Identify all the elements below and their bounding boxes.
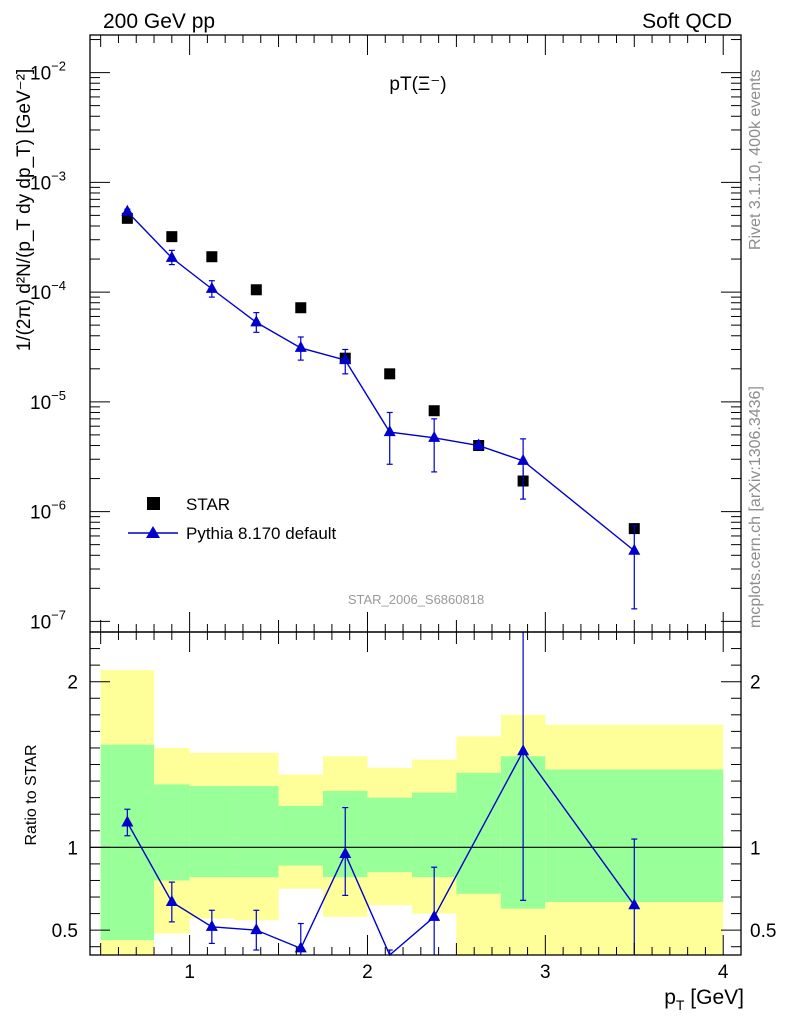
ratio-x-tick-label: 3 (540, 962, 551, 983)
pythia-point (205, 281, 218, 293)
ratio-point (428, 909, 441, 921)
ratio-point (250, 923, 263, 935)
ratio-line (126, 749, 635, 957)
ratio-frame (89, 631, 742, 956)
main-y-tick-label: 10−6 (30, 498, 66, 524)
main-y-axis-label: 1/(2π) d²N/(p_T dy dp_T) [GeV⁻²] (14, 69, 35, 352)
pythia-point (165, 250, 178, 262)
pythia-point (339, 353, 352, 365)
legend-star-label: STAR (186, 495, 230, 514)
ratio-x-tick-label: 2 (362, 962, 373, 983)
pythia-point (628, 543, 641, 555)
main-panel: 10−7 10−6 10−5 10−4 10−3 10−2 pT(Ξ⁻) STAR_200… (14, 34, 742, 633)
ratio-panel: 1 2 3 4 0.5 0.5 1 1 2 2 Ratio to STAR pT [GeV] (23, 631, 776, 1013)
ratio-point (294, 941, 307, 953)
ratio-y-tick-label: 2 (67, 673, 78, 694)
main-y-tick-label: 10−2 (30, 59, 66, 85)
star-point (206, 251, 218, 263)
legend-pythia-label: Pythia 8.170 default (186, 524, 337, 543)
ratio-y-tick-label-right: 2 (750, 673, 761, 694)
ratio-point (517, 744, 530, 756)
ratio-green-band (189, 786, 235, 878)
plot-title: pT(Ξ⁻) (389, 74, 446, 95)
header-right: Soft QCD (642, 10, 732, 33)
ratio-green-band (278, 805, 324, 866)
ratio-y-tick-label-right: 0.5 (750, 921, 776, 942)
pythia-point (428, 430, 441, 442)
star-point (384, 368, 396, 380)
ratio-y-tick-label: 1 (67, 838, 78, 859)
main-y-tick-label: 10−7 (30, 607, 66, 633)
pythia-point (250, 315, 263, 327)
star-point (166, 231, 178, 243)
mcplots-label: mcplots.cern.ch [arXiv:1306.3436] (747, 386, 764, 628)
header-left: 200 GeV pp (103, 10, 215, 33)
main-y-tick-label: 10−5 (30, 388, 66, 414)
main-y-tick-label: 10−4 (30, 278, 66, 304)
ratio-y-axis-label: Ratio to STAR (23, 744, 40, 845)
ratio-point (165, 894, 178, 906)
pythia-point (517, 453, 530, 465)
legend: STAR Pythia 8.170 default (128, 495, 337, 543)
legend-pythia-marker (146, 526, 160, 538)
ratio-green-band (411, 792, 457, 878)
ratio-y-tick-label-right: 1 (750, 838, 761, 859)
star-point (428, 405, 440, 417)
ratio-data-layer (90, 632, 741, 957)
ratio-point (121, 815, 134, 827)
main-data-layer (121, 204, 641, 610)
ratio-point (339, 846, 352, 858)
rivet-label: Rivet 3.1.10, 400k events (747, 69, 764, 250)
ratio-tick-layer: 1 2 3 4 0.5 0.5 1 1 2 2 (52, 632, 776, 983)
star-point (250, 284, 262, 296)
ratio-green-band (234, 786, 279, 878)
pythia-point (383, 425, 396, 437)
pythia-point (472, 438, 485, 450)
analysis-watermark: STAR_2006_S6860818 (348, 592, 484, 607)
ratio-x-tick-label: 1 (184, 962, 195, 983)
ratio-point (205, 919, 218, 931)
ratio-point (628, 898, 641, 910)
ratio-x-tick-label: 4 (718, 962, 729, 983)
pythia-point (294, 340, 307, 352)
main-y-tick-label: 10−3 (30, 168, 66, 194)
ratio-bands-layer (100, 670, 724, 955)
pythia-point (121, 204, 134, 216)
legend-star-marker (147, 497, 160, 510)
x-axis-label: pT [GeV] (664, 986, 744, 1013)
star-point (295, 302, 307, 314)
ratio-green-band (100, 744, 155, 941)
main-tick-layer: 10−7 10−6 10−5 10−4 10−3 10−2 (30, 35, 741, 633)
ratio-y-tick-label: 0.5 (52, 921, 78, 942)
ratio-green-band (367, 797, 412, 873)
ratio-green-band (154, 784, 190, 881)
star-point (121, 212, 133, 224)
